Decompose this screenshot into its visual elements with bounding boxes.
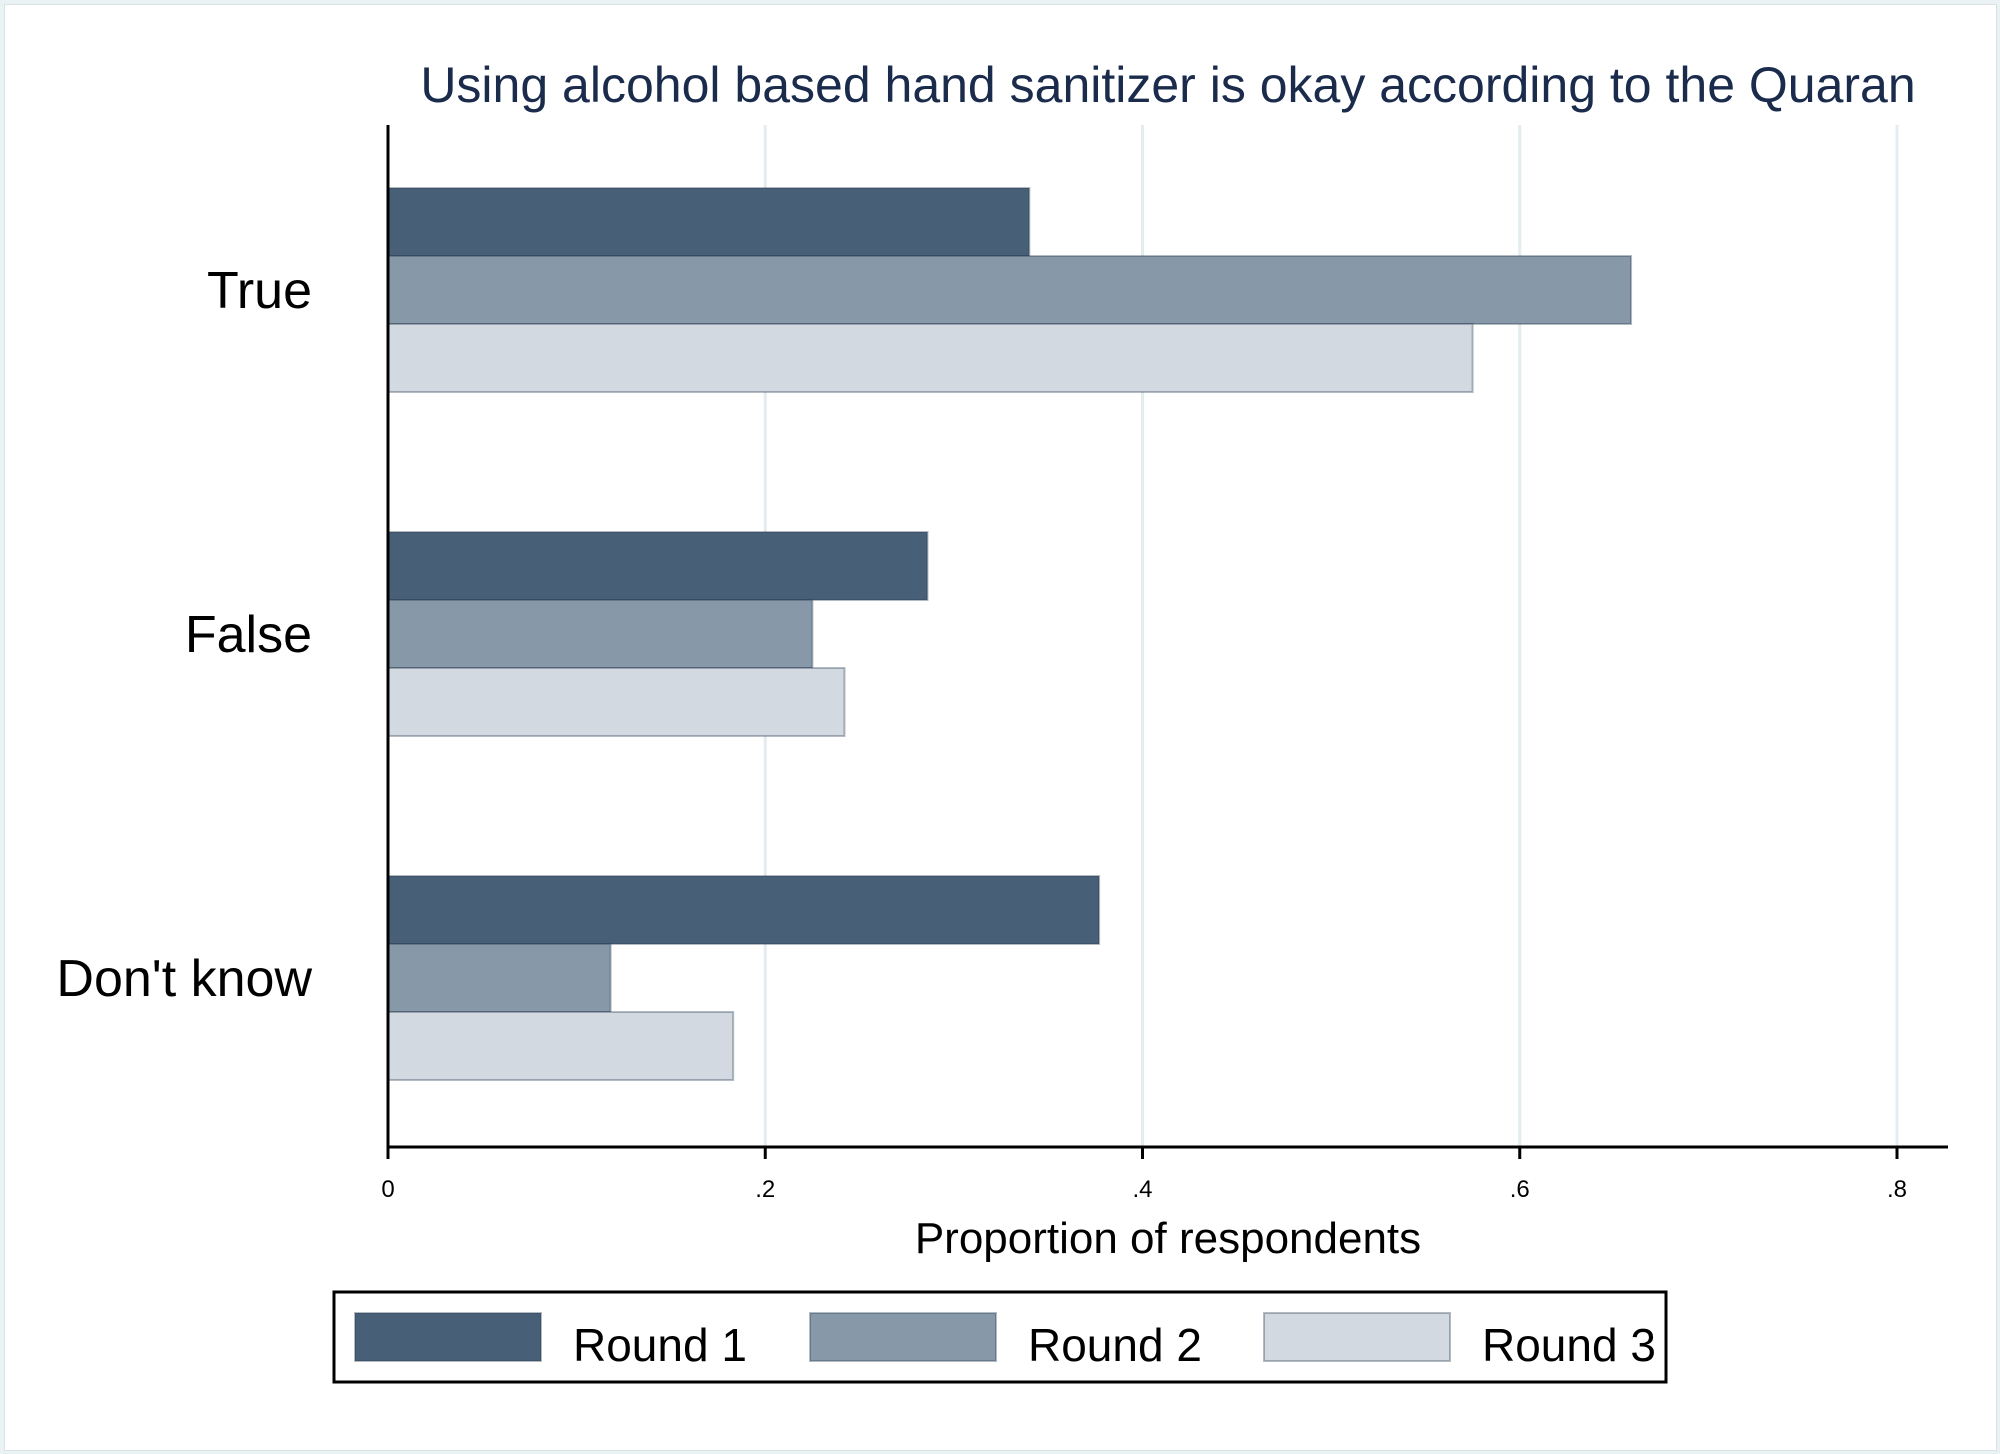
- legend-label: Round 1: [573, 1319, 747, 1371]
- legend-label: Round 2: [1028, 1319, 1202, 1371]
- bar: [387, 667, 846, 737]
- bar: [387, 531, 929, 601]
- x-tick-label: .8: [1887, 1176, 1907, 1203]
- x-axis-title: Proportion of respondents: [915, 1214, 1421, 1263]
- legend-swatch: [1263, 1312, 1451, 1362]
- category-label: True: [207, 262, 312, 320]
- bar: [387, 323, 1474, 393]
- bar: [387, 1011, 735, 1081]
- bar: [387, 943, 612, 1013]
- legend-swatch: [809, 1312, 997, 1362]
- category-label: False: [185, 606, 312, 664]
- x-tick-label: .4: [1132, 1176, 1152, 1203]
- category-label: Don't know: [56, 950, 312, 1008]
- legend-label: Round 3: [1482, 1319, 1656, 1371]
- bar: [387, 599, 814, 669]
- chart-title: Using alcohol based hand sanitizer is ok…: [420, 57, 1915, 113]
- x-tick-label: 0: [381, 1176, 394, 1203]
- legend: Round 1 Round 2 Round 3: [332, 1290, 1668, 1384]
- bar: [387, 187, 1031, 257]
- bar: [387, 255, 1633, 325]
- bars: [387, 187, 1633, 1081]
- legend-swatch: [354, 1312, 542, 1362]
- x-ticks: 0 .2 .4 .6 .8: [381, 1147, 1907, 1203]
- x-tick-label: .6: [1510, 1176, 1530, 1203]
- x-tick-label: .2: [755, 1176, 775, 1203]
- axes: [386, 125, 1948, 1149]
- category-labels: True False Don't know: [56, 262, 312, 1008]
- bar: [387, 875, 1101, 945]
- legend-items: Round 1 Round 2 Round 3: [354, 1312, 1656, 1371]
